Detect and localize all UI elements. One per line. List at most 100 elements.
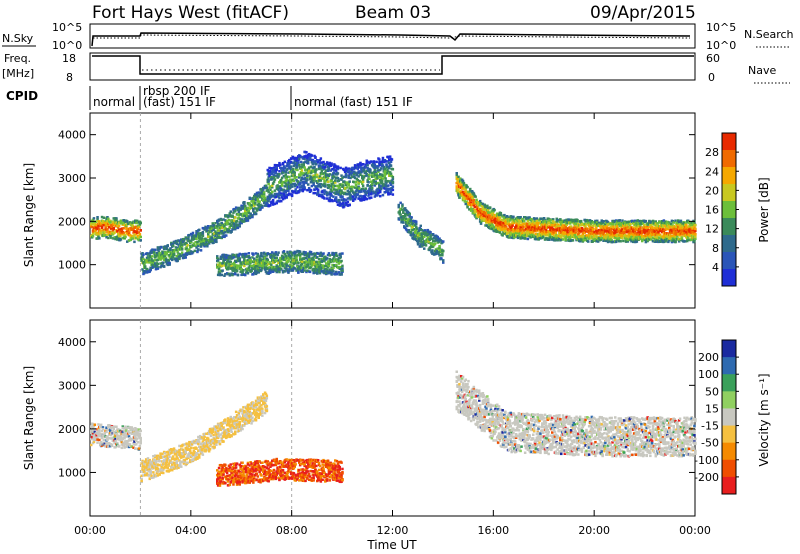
echo-cell — [232, 226, 235, 229]
echo-cell — [486, 216, 489, 220]
echo-cell — [533, 220, 537, 224]
echo-cell — [534, 237, 538, 241]
echo-cell — [378, 158, 381, 161]
echo-cell — [551, 223, 554, 227]
echo-cell — [353, 176, 357, 180]
echo-cell — [525, 234, 529, 238]
echo-cell — [270, 263, 273, 267]
echo-cell — [541, 227, 544, 231]
echo-cell — [312, 267, 315, 271]
echo-cell — [367, 194, 370, 197]
echo-cell — [195, 233, 198, 237]
echo-cell — [559, 229, 562, 233]
echo-cell — [323, 192, 326, 196]
echo-cell — [246, 262, 250, 265]
echo-cell — [483, 212, 486, 215]
echo-cell — [222, 218, 225, 221]
echo-cell — [284, 182, 287, 185]
echo-cell — [405, 229, 409, 232]
echo-cell — [512, 228, 515, 231]
echo-cell — [313, 188, 316, 191]
echo-cell — [96, 220, 99, 223]
echo-cell — [309, 176, 313, 179]
echo-cell — [197, 248, 200, 251]
echo-cell — [522, 225, 525, 228]
echo-cell — [379, 173, 382, 176]
echo-cell — [318, 164, 322, 167]
echo-cell — [223, 264, 226, 267]
echo-cell — [244, 212, 248, 215]
echo-cell — [423, 242, 427, 245]
echo-cell — [513, 229, 516, 233]
echo-cell — [296, 186, 299, 189]
echo-cell — [501, 227, 504, 231]
echo-cell — [310, 154, 314, 157]
echo-cell — [422, 232, 425, 235]
echo-cell — [117, 228, 121, 232]
echo-cell — [320, 254, 323, 258]
echo-cell — [287, 189, 290, 193]
echo-cell — [117, 233, 120, 236]
echo-cell — [378, 187, 381, 191]
echo-cell — [541, 223, 544, 226]
echo-cell — [569, 225, 573, 228]
echo-cell — [318, 161, 322, 165]
echo-cell — [271, 172, 274, 176]
echo-cell — [349, 195, 352, 198]
echo-cell — [432, 236, 436, 240]
echo-cell — [483, 203, 486, 207]
cpid-segment-2-line1: rbsp 200 IF — [143, 84, 210, 98]
echo-cell — [289, 267, 293, 270]
echo-cell — [299, 167, 303, 170]
echo-cell — [462, 182, 466, 185]
echo-cell — [469, 206, 473, 209]
echo-cell — [237, 254, 241, 257]
echo-cell — [558, 225, 561, 228]
echo-cell — [366, 160, 369, 164]
echo-cell — [494, 217, 497, 221]
echo-cell — [316, 161, 320, 164]
echo-cell — [102, 216, 106, 219]
echo-cell — [522, 222, 525, 226]
echo-cell — [289, 264, 292, 267]
echo-cell — [351, 175, 354, 179]
echo-cell — [291, 191, 295, 194]
echo-cell — [153, 252, 156, 255]
echo-cell — [251, 203, 254, 207]
echo-cell — [253, 264, 256, 268]
echo-cell — [137, 238, 141, 241]
echo-cell — [114, 237, 117, 241]
echo-cell — [370, 186, 374, 189]
echo-cell — [301, 189, 305, 193]
echo-cell — [578, 235, 581, 238]
echo-cell — [349, 193, 352, 197]
echo-cell — [216, 266, 219, 269]
echo-cell — [591, 228, 594, 231]
echo-cell — [303, 261, 306, 264]
echo-cell — [323, 197, 326, 200]
echo-cell — [207, 235, 210, 239]
echo-cell — [317, 257, 321, 261]
echo-cell — [469, 187, 472, 191]
echo-cell — [356, 165, 359, 168]
echo-cell — [106, 233, 109, 236]
echo-cell — [508, 235, 512, 238]
echo-cell — [154, 255, 158, 258]
echo-cell — [277, 195, 280, 199]
echo-cell — [276, 199, 279, 203]
echo-cell — [224, 227, 227, 230]
echo-cell — [564, 226, 567, 229]
echo-cell — [327, 174, 331, 177]
echo-cell — [186, 252, 189, 256]
echo-cell — [224, 219, 227, 222]
echo-cell — [280, 182, 284, 185]
echo-cell — [366, 184, 369, 187]
echo-cell — [331, 177, 334, 180]
echo-cell — [262, 201, 266, 204]
echo-cell — [457, 192, 460, 195]
echo-cell — [570, 229, 574, 233]
echo-cell — [551, 238, 554, 241]
echo-cell — [307, 254, 311, 257]
echo-cell — [141, 255, 144, 259]
echo-cell — [301, 181, 305, 184]
